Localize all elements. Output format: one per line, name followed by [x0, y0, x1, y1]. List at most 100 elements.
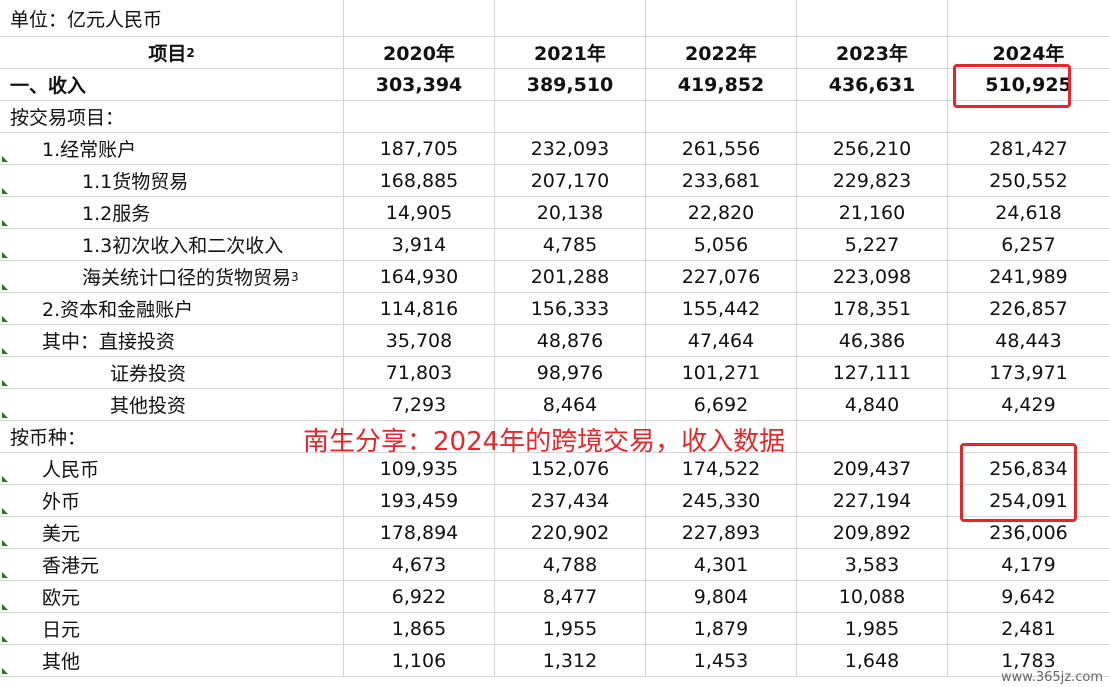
value-cell[interactable]: 209,892 — [797, 517, 948, 548]
value-cell[interactable]: 21,160 — [797, 197, 948, 228]
value-cell[interactable] — [495, 101, 646, 132]
value-cell[interactable]: 223,098 — [797, 261, 948, 292]
value-cell[interactable]: 3,583 — [797, 549, 948, 580]
empty-cell[interactable] — [797, 0, 948, 36]
value-cell[interactable]: 168,885 — [344, 165, 495, 196]
value-cell[interactable]: 241,989 — [989, 265, 1068, 288]
row-label-cell[interactable]: 1.2服务 — [0, 197, 344, 228]
row-label-cell[interactable]: 2.资本和金融账户 — [0, 293, 344, 324]
header-year-cell[interactable]: 2022年 — [646, 37, 797, 68]
value-cell[interactable]: 47,464 — [646, 325, 797, 356]
value-cell[interactable]: 256,210 — [797, 133, 948, 164]
value-cell[interactable]: 232,093 — [495, 133, 646, 164]
value-cell[interactable]: 174,522 — [646, 453, 797, 484]
value-cell[interactable]: 6,692 — [646, 389, 797, 420]
value-cell[interactable]: 4,840 — [797, 389, 948, 420]
value-cell[interactable]: 156,333 — [495, 293, 646, 324]
value-cell[interactable] — [495, 421, 646, 452]
value-cell[interactable]: 4,429 — [1001, 393, 1056, 416]
value-cell[interactable]: 389,510 — [495, 69, 646, 100]
value-cell[interactable]: 229,823 — [797, 165, 948, 196]
value-cell[interactable]: 226,857 — [989, 297, 1068, 320]
value-cell[interactable]: 207,170 — [495, 165, 646, 196]
empty-cell[interactable] — [948, 0, 1109, 36]
value-cell[interactable]: 178,894 — [344, 517, 495, 548]
row-label-cell[interactable]: 1.1货物贸易 — [0, 165, 344, 196]
value-cell[interactable]: 20,138 — [495, 197, 646, 228]
header-year-cell[interactable]: 2023年 — [797, 37, 948, 68]
value-cell[interactable]: 1,865 — [344, 613, 495, 644]
value-cell[interactable]: 303,394 — [344, 69, 495, 100]
value-cell[interactable]: 24,618 — [995, 201, 1062, 224]
value-cell[interactable]: 2,481 — [1001, 617, 1056, 640]
value-cell[interactable]: 4,673 — [344, 549, 495, 580]
value-cell[interactable]: 193,459 — [344, 485, 495, 516]
header-item-cell[interactable]: 项目 2 — [0, 37, 344, 68]
value-cell[interactable]: 4,301 — [646, 549, 797, 580]
value-cell[interactable]: 233,681 — [646, 165, 797, 196]
row-label-cell[interactable]: 1.经常账户 — [0, 133, 344, 164]
row-label-cell[interactable]: 日元 — [0, 613, 344, 644]
value-cell[interactable]: 4,788 — [495, 549, 646, 580]
value-cell[interactable]: 237,434 — [495, 485, 646, 516]
value-cell[interactable]: 1,955 — [495, 613, 646, 644]
value-cell[interactable]: 510,925 — [985, 73, 1072, 96]
value-cell[interactable]: 1,453 — [646, 645, 797, 676]
value-cell[interactable]: 22,820 — [646, 197, 797, 228]
value-cell[interactable]: 6,922 — [344, 581, 495, 612]
value-cell[interactable] — [344, 101, 495, 132]
row-label-cell[interactable]: 其他投资 — [0, 389, 344, 420]
row-label-cell[interactable]: 人民币 — [0, 453, 344, 484]
value-cell[interactable]: 220,902 — [495, 517, 646, 548]
value-cell[interactable]: 48,443 — [995, 329, 1062, 352]
value-cell[interactable]: 9,804 — [646, 581, 797, 612]
value-cell[interactable]: 152,076 — [495, 453, 646, 484]
value-cell[interactable]: 261,556 — [646, 133, 797, 164]
value-cell[interactable]: 209,437 — [797, 453, 948, 484]
value-cell[interactable] — [344, 421, 495, 452]
value-cell[interactable]: 35,708 — [344, 325, 495, 356]
value-cell[interactable]: 281,427 — [989, 137, 1068, 160]
header-year-cell[interactable]: 2024年 — [992, 43, 1065, 65]
value-cell[interactable]: 8,464 — [495, 389, 646, 420]
value-cell[interactable]: 7,293 — [344, 389, 495, 420]
value-cell[interactable]: 227,893 — [646, 517, 797, 548]
row-label-cell[interactable]: 按币种： — [0, 421, 344, 452]
value-cell[interactable] — [797, 101, 948, 132]
value-cell[interactable]: 48,876 — [495, 325, 646, 356]
row-label-cell[interactable]: 香港元 — [0, 549, 344, 580]
row-label-cell[interactable]: 一、收入 — [0, 69, 344, 100]
value-cell[interactable] — [646, 421, 797, 452]
row-label-cell[interactable]: 海关统计口径的货物贸易 3 — [0, 261, 344, 292]
row-label-cell[interactable]: 1.3初次收入和二次收入 — [0, 229, 344, 260]
header-year-cell[interactable]: 2021年 — [495, 37, 646, 68]
value-cell[interactable]: 5,227 — [797, 229, 948, 260]
value-cell[interactable]: 250,552 — [989, 169, 1068, 192]
value-cell[interactable]: 127,111 — [797, 357, 948, 388]
value-cell[interactable]: 46,386 — [797, 325, 948, 356]
value-cell[interactable]: 227,194 — [797, 485, 948, 516]
value-cell[interactable]: 1,879 — [646, 613, 797, 644]
value-cell[interactable]: 236,006 — [989, 521, 1068, 544]
value-cell[interactable]: 101,271 — [646, 357, 797, 388]
empty-cell[interactable] — [495, 0, 646, 36]
value-cell[interactable]: 187,705 — [344, 133, 495, 164]
value-cell[interactable]: 3,914 — [344, 229, 495, 260]
row-label-cell[interactable]: 按交易项目： — [0, 101, 344, 132]
value-cell[interactable]: 1,985 — [797, 613, 948, 644]
value-cell[interactable]: 6,257 — [1001, 233, 1056, 256]
header-year-cell[interactable]: 2020年 — [344, 37, 495, 68]
value-cell[interactable]: 98,976 — [495, 357, 646, 388]
value-cell[interactable]: 227,076 — [646, 261, 797, 292]
value-cell[interactable]: 109,935 — [344, 453, 495, 484]
value-cell[interactable] — [797, 421, 948, 452]
empty-cell[interactable] — [646, 0, 797, 36]
value-cell[interactable]: 419,852 — [646, 69, 797, 100]
unit-label[interactable]: 单位：亿元人民币 — [0, 0, 344, 36]
row-label-cell[interactable]: 证券投资 — [0, 357, 344, 388]
value-cell[interactable]: 254,091 — [989, 489, 1068, 512]
value-cell[interactable]: 1,783 — [1001, 649, 1056, 672]
row-label-cell[interactable]: 其他 — [0, 645, 344, 676]
value-cell[interactable]: 1,312 — [495, 645, 646, 676]
value-cell[interactable]: 173,971 — [989, 361, 1068, 384]
